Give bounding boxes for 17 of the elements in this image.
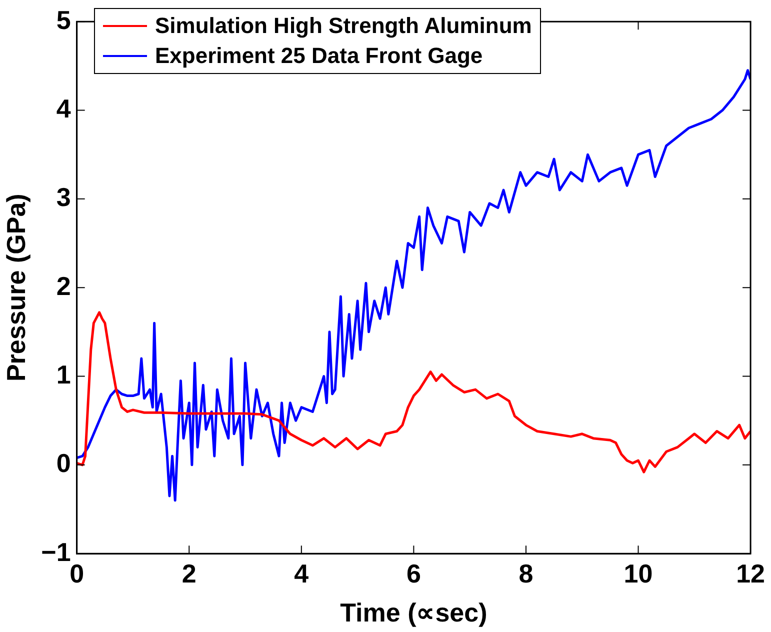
y-tick-label: 2	[56, 270, 71, 301]
x-tick-label: 12	[736, 558, 765, 588]
x-axis-title: Time (∝sec)	[340, 598, 488, 628]
x-tick-label: 8	[518, 558, 534, 588]
y-tick-label: −1	[41, 536, 71, 567]
x-tick-label: 6	[406, 558, 421, 588]
x-tick-label: 2	[182, 558, 196, 588]
y-tick-label: 0	[56, 448, 71, 478]
legend-label: Simulation High Strength Aluminum	[155, 13, 532, 39]
y-tick-label: 3	[56, 182, 71, 212]
y-tick-label: 4	[56, 93, 72, 124]
y-axis-title: Pressure (GPa)	[0, 194, 31, 382]
x-tick-label: 10	[624, 558, 653, 588]
y-tick-label: 1	[56, 359, 71, 390]
legend-label: Experiment 25 Data Front Gage	[155, 43, 483, 69]
x-tick-label: 4	[294, 558, 310, 588]
y-tick-label: 5	[56, 4, 71, 35]
